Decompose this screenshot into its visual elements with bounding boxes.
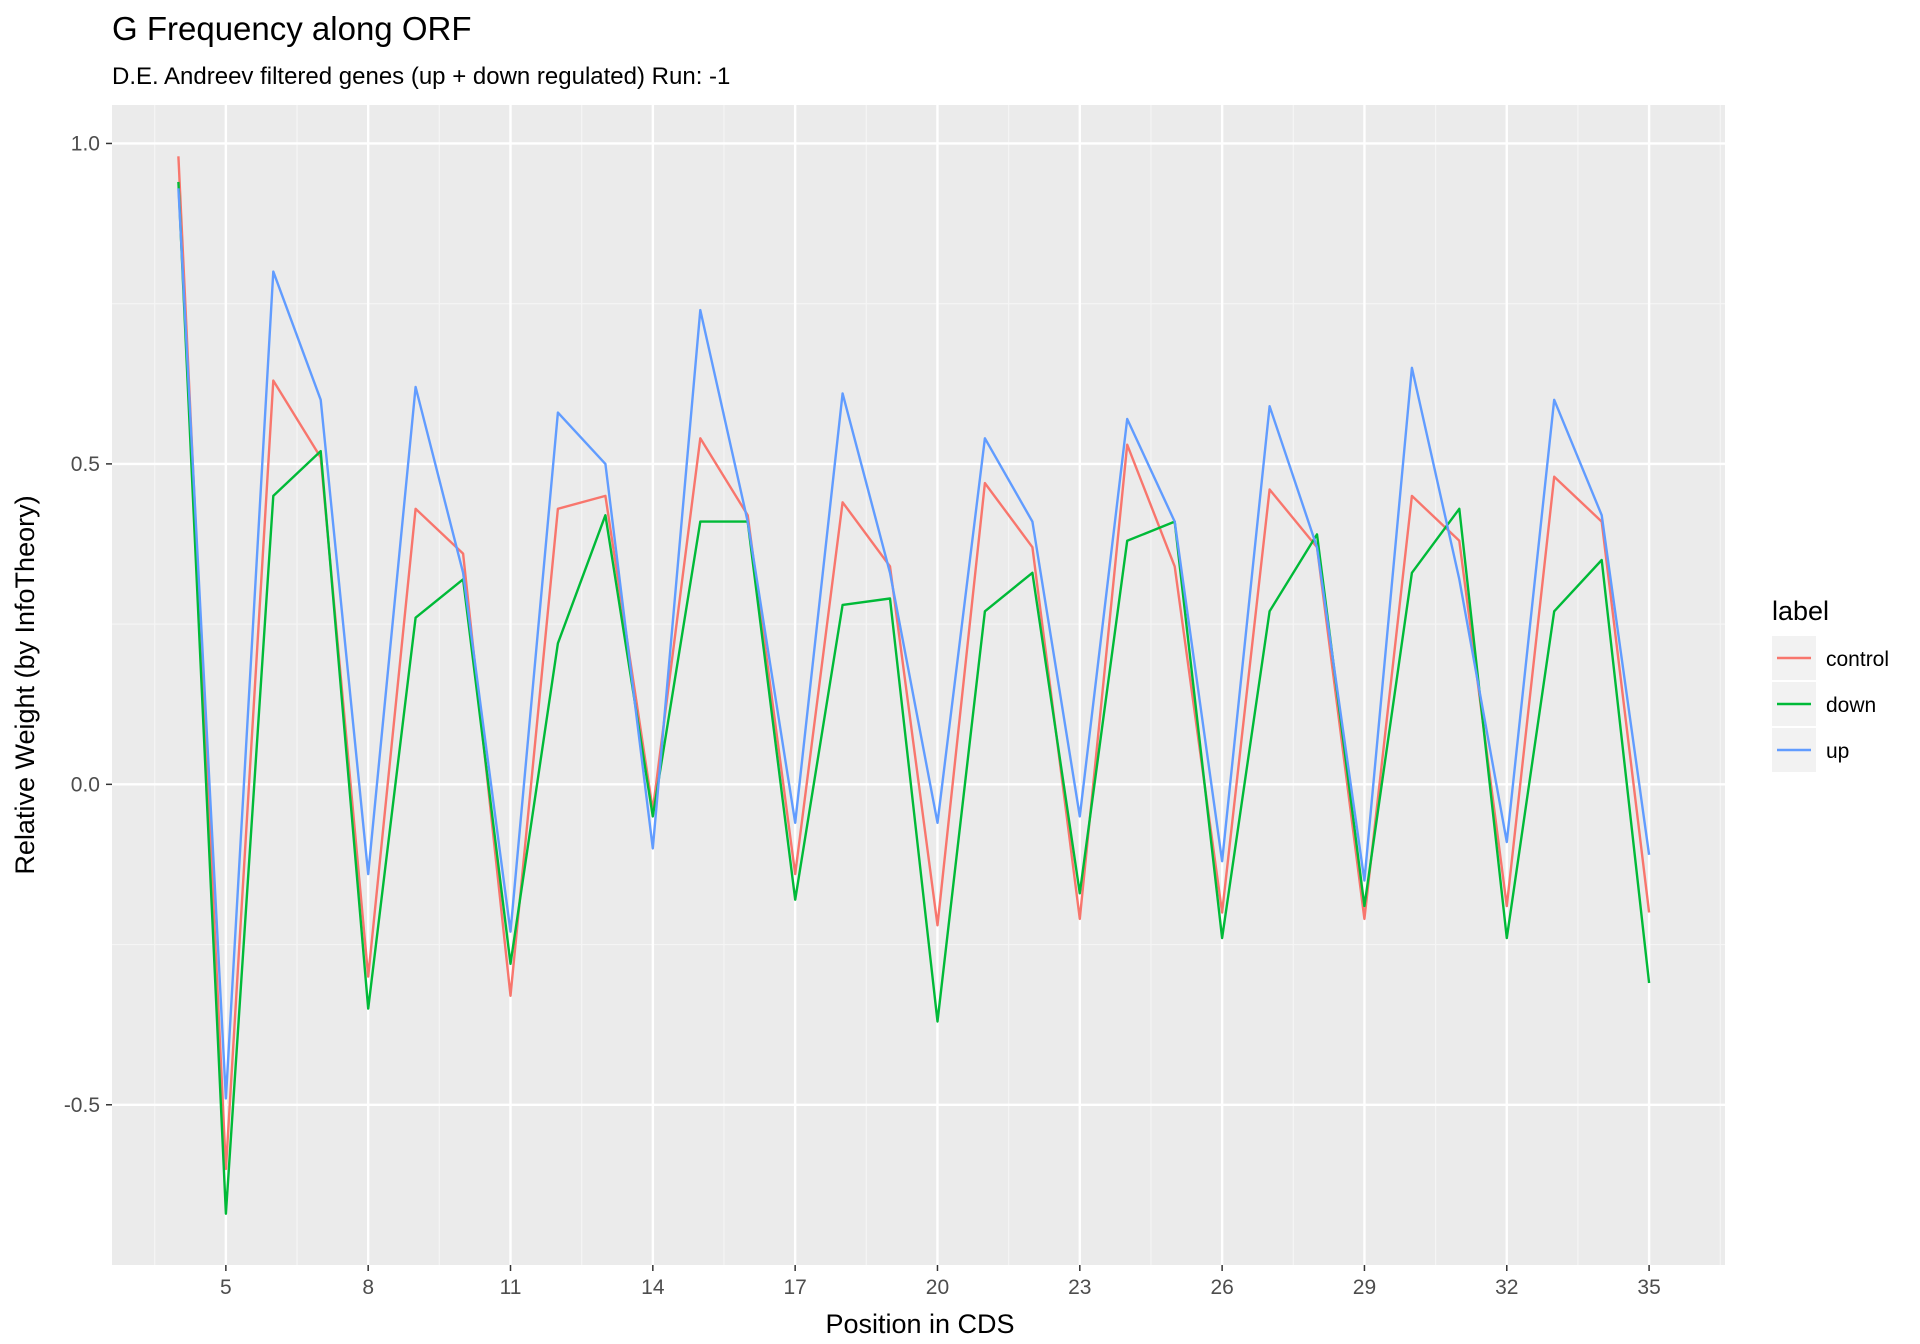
x-tick-label: 17 bbox=[783, 1276, 806, 1299]
y-tick-label: -0.5 bbox=[64, 1094, 100, 1117]
grid-minor bbox=[112, 105, 1725, 1265]
x-tick-label: 20 bbox=[926, 1276, 949, 1299]
plot-panel bbox=[112, 105, 1725, 1265]
chart-subtitle: D.E. Andreev filtered genes (up + down r… bbox=[112, 63, 730, 90]
y-tick-label: 0.5 bbox=[71, 453, 100, 476]
series-line-control bbox=[177, 156, 1651, 1171]
legend-label-control: control bbox=[1826, 648, 1889, 671]
legend-title: label bbox=[1772, 596, 1829, 626]
x-axis-title: Position in CDS bbox=[825, 1309, 1014, 1339]
y-tick-label: 1.0 bbox=[71, 132, 100, 155]
chart-title: G Frequency along ORF bbox=[112, 10, 472, 47]
x-axis: 5 8 11 14 17 20 23 26 29 32 35 bbox=[220, 1265, 1661, 1299]
y-axis-title: Relative Weight (by InfoTheory) bbox=[10, 495, 40, 874]
series-line-up bbox=[177, 188, 1651, 1100]
x-tick-label: 26 bbox=[1210, 1276, 1233, 1299]
y-tick-label: 0.0 bbox=[71, 773, 100, 796]
x-tick-label: 14 bbox=[641, 1276, 665, 1299]
x-tick-label: 11 bbox=[500, 1276, 522, 1299]
x-tick-label: 29 bbox=[1353, 1276, 1376, 1299]
x-tick-label: 32 bbox=[1495, 1276, 1518, 1299]
legend-items: control down up bbox=[1772, 636, 1889, 772]
legend-label-up: up bbox=[1826, 740, 1849, 763]
series-lines bbox=[177, 156, 1651, 1215]
x-tick-label: 5 bbox=[220, 1276, 232, 1299]
x-tick-label: 35 bbox=[1637, 1276, 1660, 1299]
y-axis: -0.5 0.0 0.5 1.0 bbox=[64, 132, 112, 1117]
grid-major bbox=[112, 105, 1725, 1265]
legend: label control down up bbox=[1772, 596, 1889, 772]
x-tick-label: 23 bbox=[1068, 1276, 1091, 1299]
series-line-down bbox=[177, 181, 1651, 1215]
x-tick-label: 8 bbox=[362, 1276, 374, 1299]
legend-label-down: down bbox=[1826, 694, 1876, 717]
